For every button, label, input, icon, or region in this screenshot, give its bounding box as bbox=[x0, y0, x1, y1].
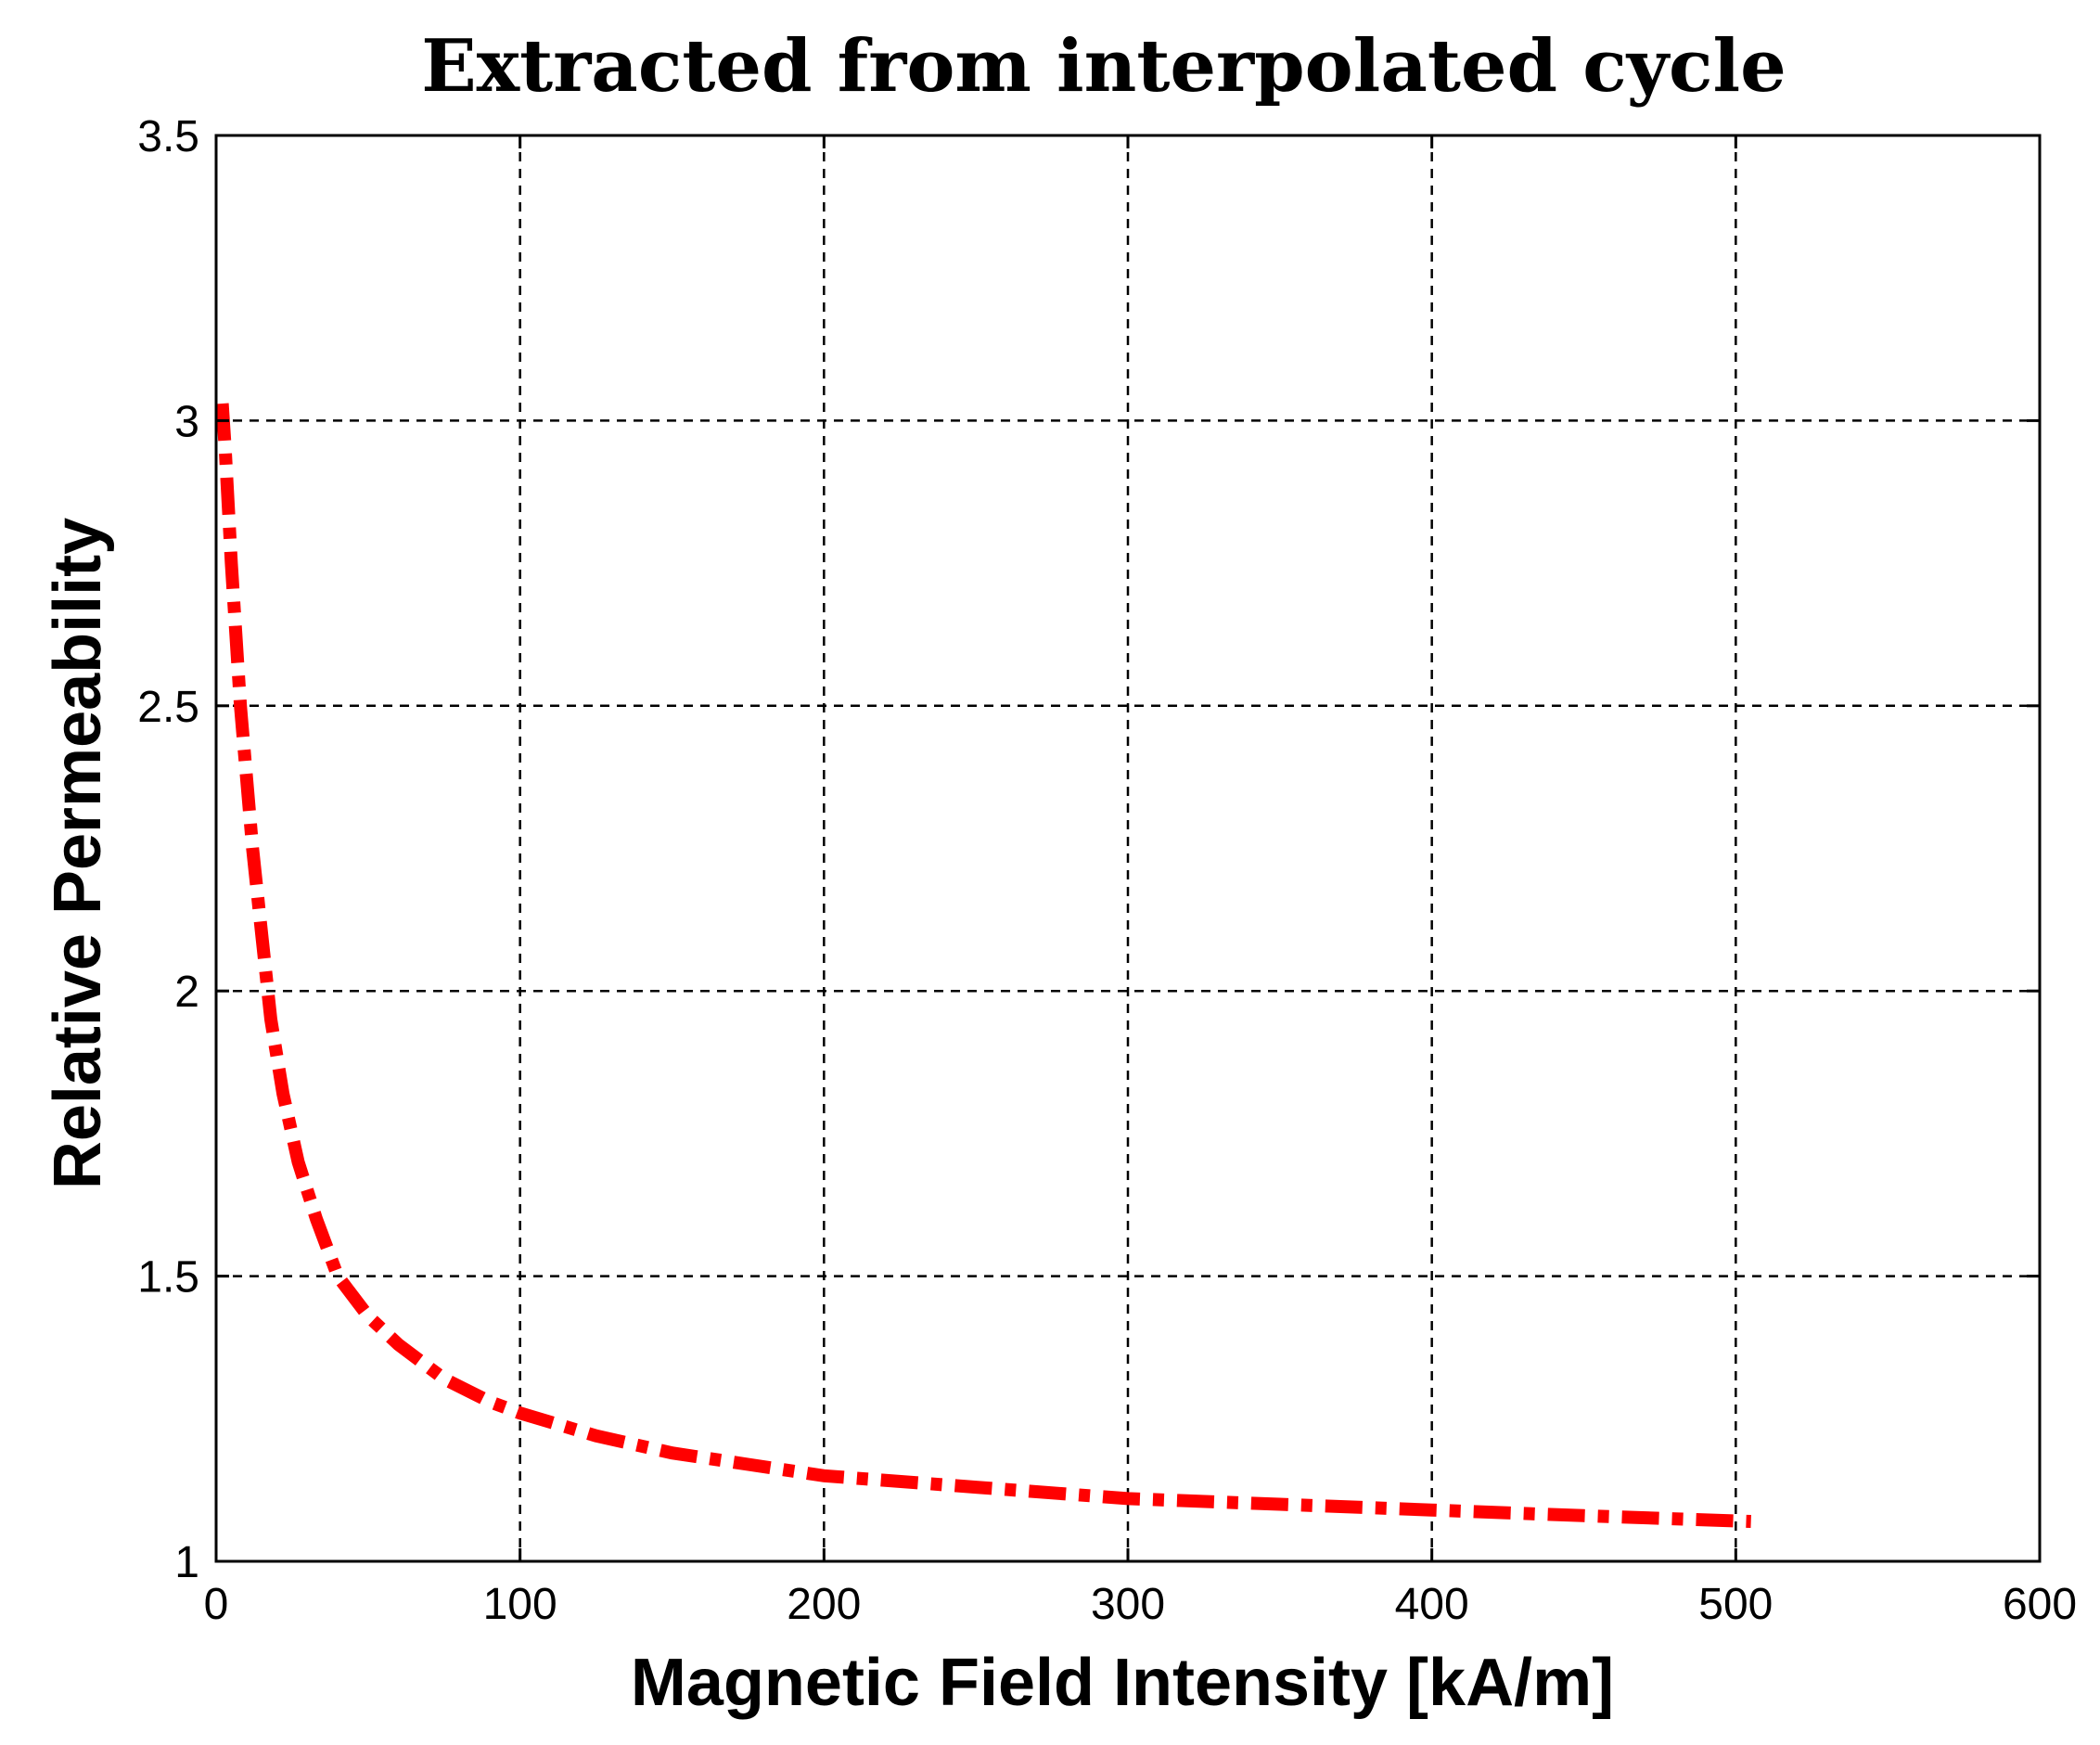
x-tick-label: 300 bbox=[1091, 1580, 1165, 1629]
x-tick-label: 100 bbox=[483, 1580, 557, 1629]
chart-title: Extracted from interpolated cycle bbox=[421, 24, 1786, 109]
y-tick-label: 2.5 bbox=[137, 683, 199, 732]
y-axis-label: Relative Permeability bbox=[41, 518, 115, 1189]
y-tick-label: 3 bbox=[174, 397, 199, 446]
y-tick-labels: 1 1.5 2 2.5 3 3.5 bbox=[137, 112, 199, 1587]
x-tick-label: 200 bbox=[787, 1580, 861, 1629]
grid bbox=[216, 135, 2040, 1561]
plot-series bbox=[215, 403, 1751, 1528]
x-tick-label: 600 bbox=[2003, 1580, 2077, 1629]
y-tick-label: 1.5 bbox=[137, 1253, 199, 1302]
x-tick-label: 400 bbox=[1395, 1580, 1469, 1629]
x-tick-label: 500 bbox=[1698, 1580, 1773, 1629]
x-axis-label: Magnetic Field Intensity [kA/m] bbox=[631, 1646, 1614, 1720]
y-tick-label: 3.5 bbox=[137, 112, 199, 161]
plot-frame bbox=[214, 134, 2042, 1563]
x-tick-labels: 0 100 200 300 400 500 600 bbox=[204, 1580, 2077, 1629]
series-line bbox=[215, 403, 1751, 1528]
x-tick-label: 0 bbox=[204, 1580, 229, 1629]
axis-ticks bbox=[214, 134, 2042, 1563]
y-tick-label: 1 bbox=[174, 1538, 199, 1587]
y-tick-label: 2 bbox=[174, 968, 199, 1017]
